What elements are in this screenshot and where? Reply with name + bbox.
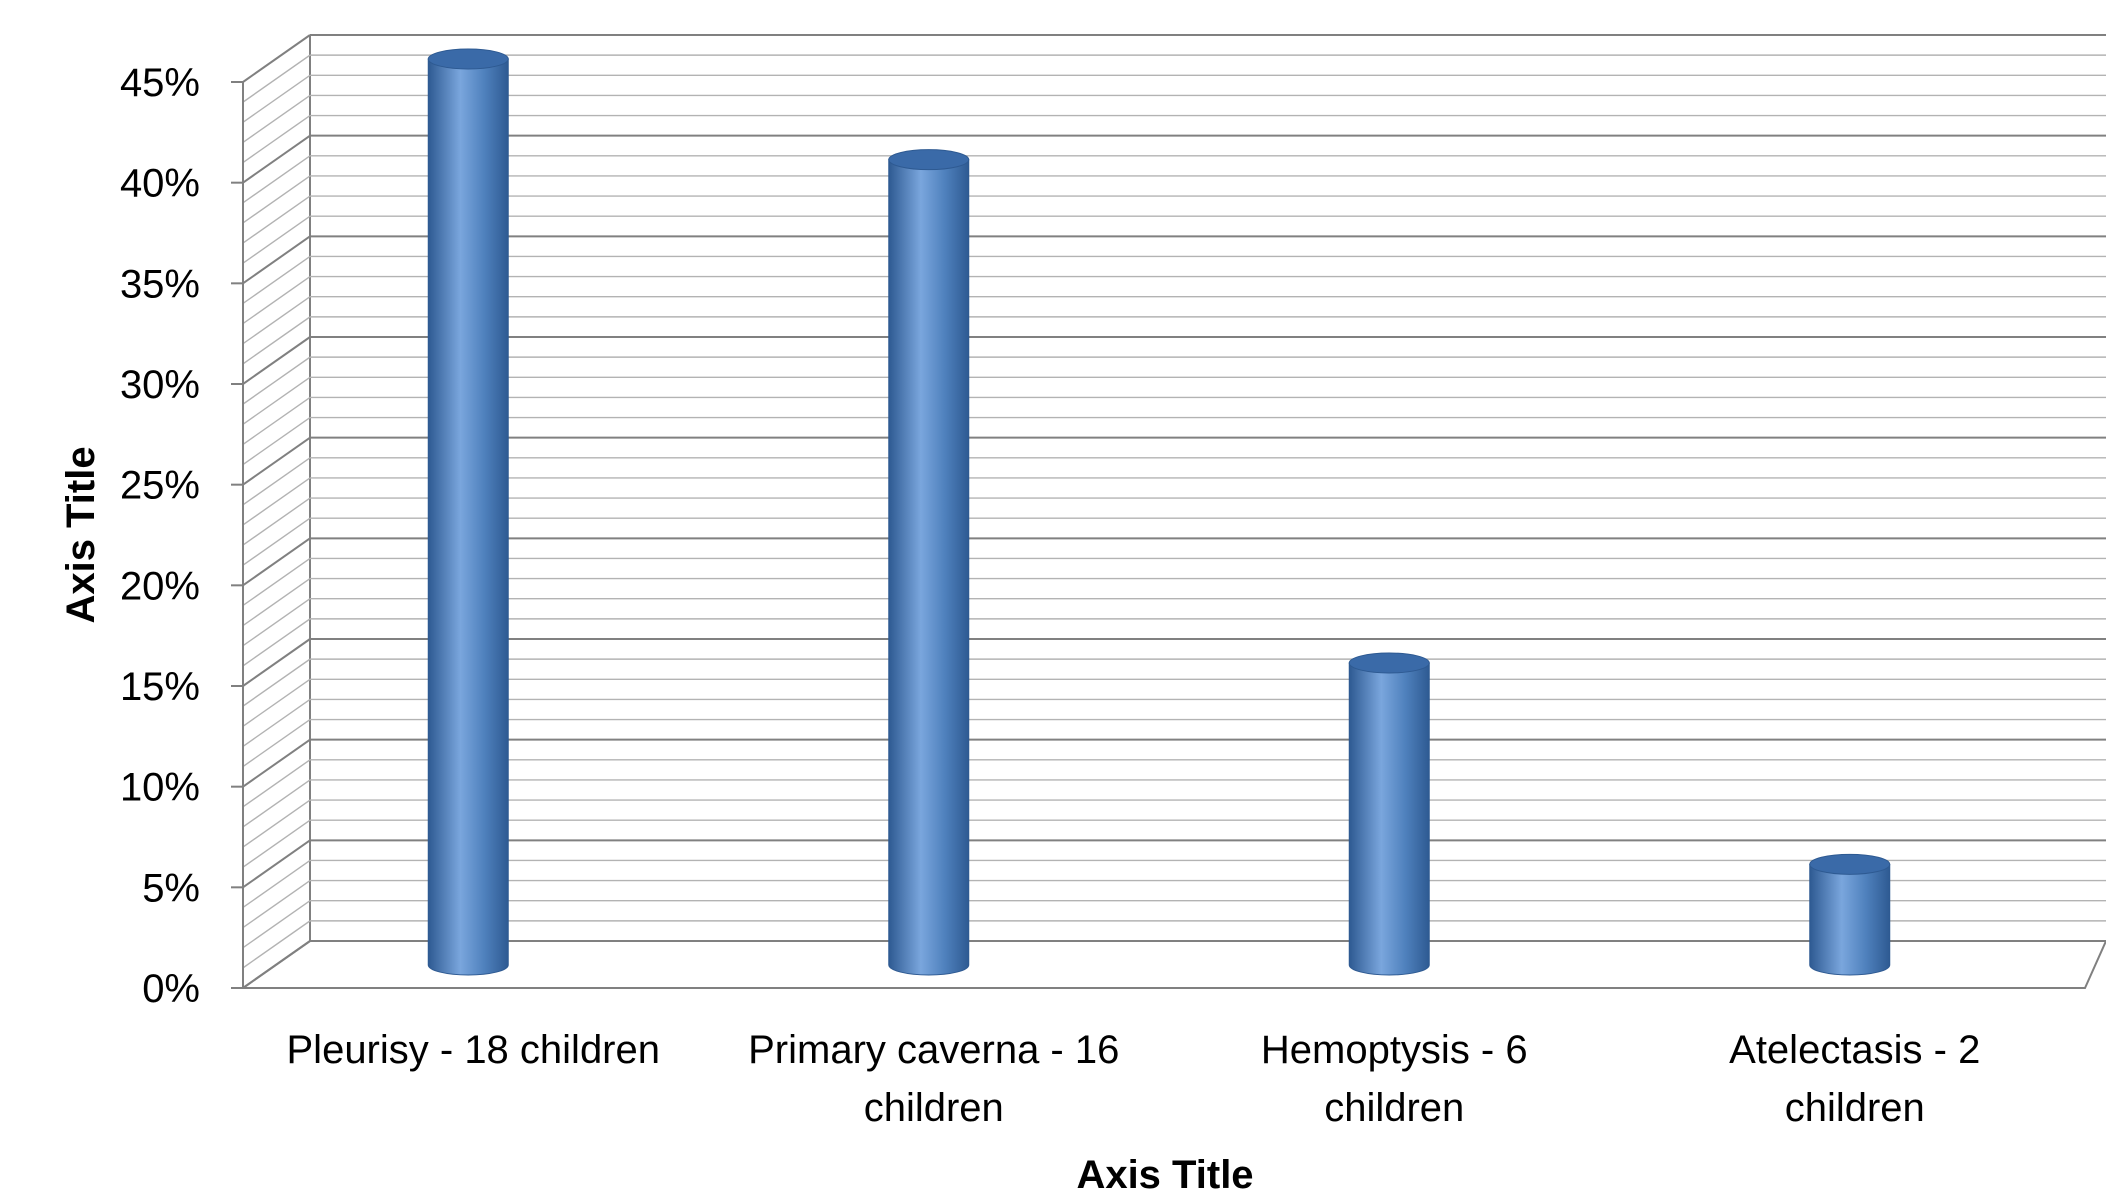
minor-gridline-side <box>242 396 311 445</box>
x-tick-label: Primary caverna - 16 children <box>748 1028 1119 1130</box>
minor-gridline-side <box>242 880 311 929</box>
minor-gridline-side <box>242 497 311 546</box>
x-axis-title: Axis Title <box>1076 1153 1253 1193</box>
x-tick-label-line: children <box>1324 1086 1464 1130</box>
minor-gridline-side <box>242 517 311 566</box>
minor-gridline-side <box>242 578 311 627</box>
minor-gridline-side <box>242 759 311 808</box>
minor-gridline-side <box>242 557 311 607</box>
x-tick-label-line: Atelectasis - 2 <box>1729 1028 1980 1072</box>
x-tick-label: Atelectasis - 2 children <box>1729 1028 1980 1130</box>
y-tick-label: 10% <box>120 766 200 810</box>
bar-top <box>427 48 509 70</box>
y-tick-label: 15% <box>120 665 200 709</box>
y-tick-label: 0% <box>142 967 200 1011</box>
minor-gridline-side <box>242 356 311 405</box>
y-tick-label: 35% <box>120 262 200 306</box>
x-tick-label-line: Primary caverna - 16 <box>748 1028 1119 1072</box>
minor-gridline-side <box>242 296 311 345</box>
major-gridline-side <box>242 336 311 385</box>
minor-gridline-side <box>242 859 311 909</box>
major-gridline-side <box>242 134 311 184</box>
major-gridline-side <box>242 235 311 285</box>
minor-gridline-side <box>242 678 311 727</box>
minor-gridline-side <box>242 900 311 949</box>
chart-walls <box>239 35 2106 989</box>
bar-top <box>888 149 970 171</box>
bar-top <box>1348 652 1430 674</box>
y-tick-label: 5% <box>142 866 200 910</box>
bar-top <box>1809 853 1891 875</box>
minor-gridline-side <box>242 255 311 305</box>
minor-gridline-side <box>242 215 311 264</box>
y-tick-label: 45% <box>120 61 200 105</box>
major-gridline-side <box>242 638 311 687</box>
y-tick-label: 40% <box>120 162 200 206</box>
major-gridline-side <box>242 34 311 83</box>
minor-gridline-side <box>242 175 311 224</box>
x-tick-label-line: Pleurisy - 18 children <box>287 1028 661 1072</box>
major-gridline-side <box>242 436 311 486</box>
minor-gridline-side <box>242 799 311 848</box>
x-tick-label-line: children <box>1785 1086 1925 1130</box>
bar <box>1348 662 1430 976</box>
y-axis: 0% 5% 10% 15% 20% 25% 30% 35% 40% 45% <box>120 61 244 1011</box>
x-tick-label: Pleurisy - 18 children <box>287 1028 661 1072</box>
bar <box>888 159 970 976</box>
y-tick-label: 20% <box>120 564 200 608</box>
x-tick-label-line: children <box>864 1086 1004 1130</box>
minor-gridline-side <box>242 598 311 647</box>
minor-gridline-side <box>242 920 311 969</box>
minor-gridline-side <box>242 779 311 828</box>
x-tick-label: Hemoptysis - 6 children <box>1261 1028 1528 1130</box>
y-tick-label: 30% <box>120 363 200 407</box>
minor-gridline-side <box>242 618 311 667</box>
minor-gridline-side <box>242 276 311 325</box>
major-gridline-side <box>242 839 311 889</box>
minor-gridline-side <box>242 376 311 425</box>
x-tick-label-line: Hemoptysis - 6 <box>1261 1028 1528 1072</box>
bar <box>427 58 509 976</box>
minor-gridline-side <box>242 54 311 103</box>
y-tick-label: 25% <box>120 464 200 508</box>
minor-gridline-side <box>242 94 311 143</box>
bars <box>427 48 1891 976</box>
minor-gridline-side <box>242 155 311 204</box>
major-gridline-side <box>242 537 311 587</box>
minor-gridline-side <box>242 457 311 506</box>
gridlines <box>242 34 2106 989</box>
minor-gridline-side <box>242 658 311 707</box>
y-axis-title: Axis Title <box>59 446 103 623</box>
minor-gridline-side <box>242 819 311 868</box>
minor-gridline-side <box>242 195 311 244</box>
minor-gridline-side <box>242 718 311 768</box>
major-gridline-side <box>242 940 311 989</box>
minor-gridline-side <box>242 416 311 466</box>
x-axis: Pleurisy - 18 children Primary caverna - … <box>243 987 2085 1130</box>
minor-gridline-side <box>242 316 311 365</box>
major-gridline-side <box>242 738 311 788</box>
minor-gridline-side <box>242 477 311 526</box>
bar <box>1809 863 1891 976</box>
minor-gridline-side <box>242 698 311 747</box>
minor-gridline-side <box>242 114 311 164</box>
minor-gridline-side <box>242 74 311 123</box>
